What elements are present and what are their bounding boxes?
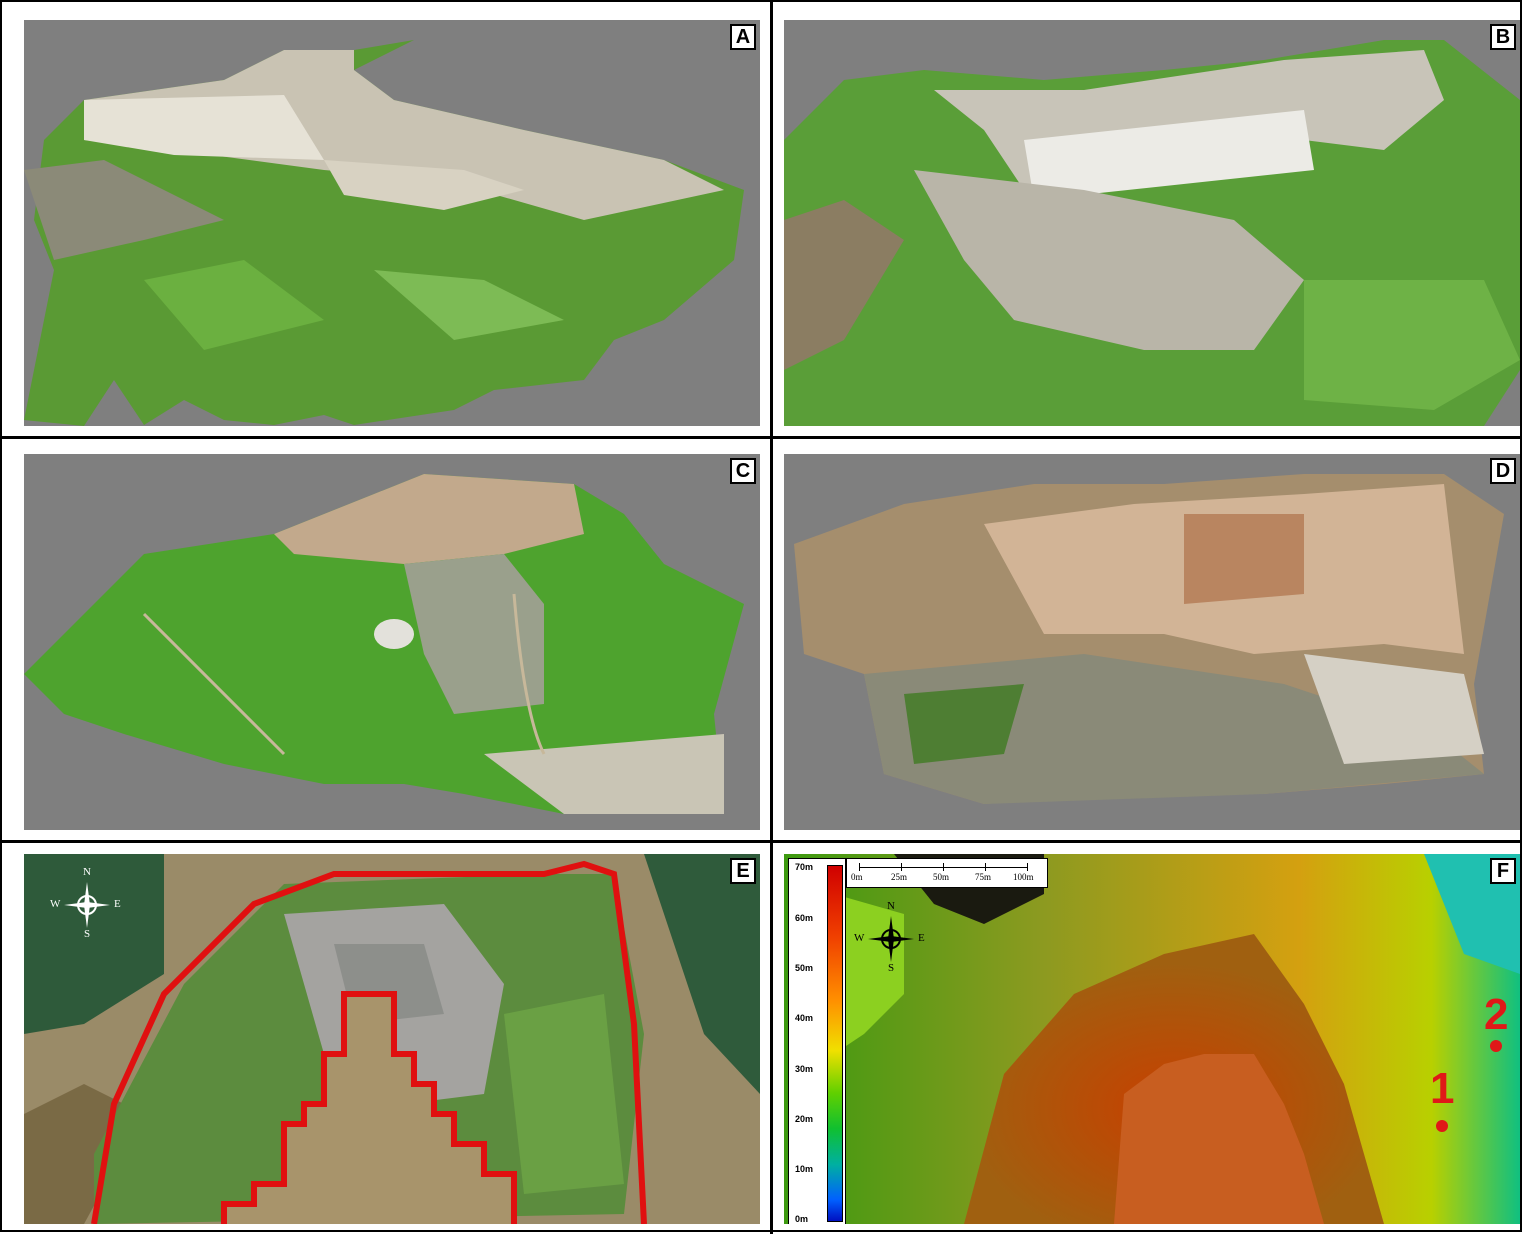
vertical-divider xyxy=(770,2,773,1234)
horizontal-divider-2 xyxy=(2,840,1522,843)
point-marker-1 xyxy=(1436,1120,1448,1132)
colorbar-tick: 60m xyxy=(795,913,814,923)
elevation-model-f xyxy=(784,854,1520,1224)
colorbar-tick: 40m xyxy=(795,1013,814,1023)
aerial-photo-e xyxy=(24,854,760,1224)
compass-e: N S W E xyxy=(50,866,122,940)
scale-bar: 0m 25m 50m 75m 100m xyxy=(846,858,1048,888)
scale-bar-tickmark xyxy=(901,863,902,871)
compass-rose-icon xyxy=(868,916,914,962)
compass-s-e: S xyxy=(84,928,91,940)
panel-label-a: A xyxy=(730,24,756,50)
compass-e-e: E xyxy=(114,898,121,910)
panel-label-f: F xyxy=(1490,858,1516,884)
colorbar-tick: 20m xyxy=(795,1114,814,1124)
terrain-model-c xyxy=(24,474,744,814)
horizontal-divider-1 xyxy=(2,436,1522,439)
panel-d: D xyxy=(784,454,1520,830)
compass-w-f: W xyxy=(854,932,865,944)
colorbar-gradient xyxy=(827,865,843,1222)
scale-bar-label: 25m xyxy=(891,872,908,882)
compass-n-f: N xyxy=(887,900,895,912)
scale-bar-label: 75m xyxy=(975,872,992,882)
colorbar-tick: 70m xyxy=(795,862,814,872)
scale-bar-tickmark xyxy=(859,863,860,871)
compass-w-e: W xyxy=(50,898,61,910)
scale-bar-tickmark xyxy=(985,863,986,871)
terrain-model-a xyxy=(24,40,744,426)
compass-n-e: N xyxy=(83,866,91,878)
scale-bar-label: 100m xyxy=(1013,872,1034,882)
scale-bar-label: 50m xyxy=(933,872,950,882)
panel-label-e: E xyxy=(730,858,756,884)
scale-bar-tickmark xyxy=(1027,863,1028,871)
elevation-colorbar: 70m 60m 50m 40m 30m 20m 10m 0m xyxy=(788,858,846,1224)
panel-c: C xyxy=(24,454,760,830)
point-marker-2 xyxy=(1490,1040,1502,1052)
panel-label-d: D xyxy=(1490,458,1516,484)
terrain-model-b xyxy=(784,40,1520,426)
point-label-1: 1 xyxy=(1430,1064,1455,1113)
panel-f: 70m 60m 50m 40m 30m 20m 10m 0m 0m 25m 50… xyxy=(784,854,1520,1224)
compass-s-f: S xyxy=(888,962,895,974)
compass-f: N S W E xyxy=(854,900,926,974)
compass-e-f: E xyxy=(918,932,925,944)
colorbar-tick: 30m xyxy=(795,1064,814,1074)
scale-bar-label: 0m xyxy=(851,872,863,882)
colorbar-tick: 0m xyxy=(795,1214,809,1224)
panel-label-b: B xyxy=(1490,24,1516,50)
compass-rose-icon xyxy=(64,882,110,928)
colorbar-tick: 10m xyxy=(795,1164,814,1174)
panel-label-c: C xyxy=(730,458,756,484)
panel-a: A xyxy=(24,20,760,426)
scale-bar-tickmark xyxy=(943,863,944,871)
colorbar-tick: 50m xyxy=(795,963,814,973)
terrain-model-d xyxy=(794,474,1504,804)
panel-e: N S W E E xyxy=(24,854,760,1224)
point-label-2: 2 xyxy=(1484,990,1509,1039)
panel-b: B xyxy=(784,20,1520,426)
